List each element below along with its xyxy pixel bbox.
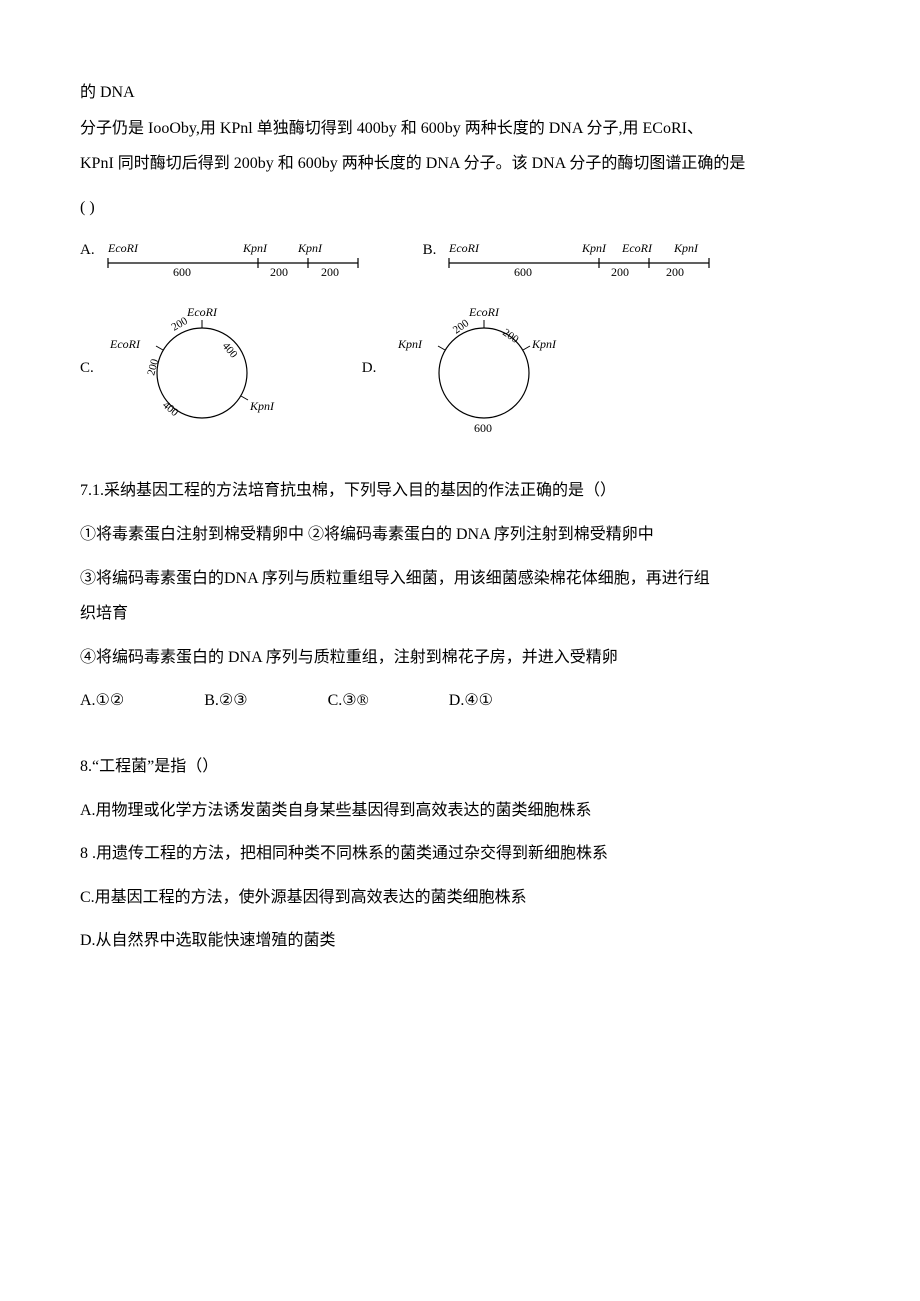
diagram-c-label: C. (80, 356, 94, 380)
diagram-d: D. EcoRI KpnI KpnI 200 200 600 (362, 298, 585, 438)
diagram-row-2: C. EcoRI EcoRI KpnI 200 400 400 200 D. E… (80, 298, 840, 438)
diagram-b: B. EcoRI KpnI EcoRI KpnI 600 200 200 (423, 238, 715, 278)
q7-opt-a: A.①② (80, 688, 124, 714)
diagram-c: C. EcoRI EcoRI KpnI 200 400 400 200 (80, 298, 302, 438)
svg-text:200: 200 (611, 265, 629, 278)
q8-opt-c: C.用基因工程的方法，使外源基因得到高效表达的菌类细胞株系 (80, 885, 840, 911)
svg-text:200: 200 (321, 265, 339, 278)
diagram-d-label: D. (362, 356, 377, 380)
svg-text:EcoRI: EcoRI (109, 337, 141, 351)
svg-text:KpnI: KpnI (581, 241, 607, 255)
diagram-row-1: A. EcoRI KpnI KpnI 600 200 200 B. EcoRI … (80, 238, 840, 278)
svg-text:400: 400 (219, 341, 239, 362)
svg-text:KpnI: KpnI (397, 337, 423, 351)
svg-text:200: 200 (666, 265, 684, 278)
q7-block: 7.1.采纳基因工程的方法培育抗虫棉，下列导入目的基因的作法正确的是（） ①将毒… (80, 478, 840, 714)
q7-opt-c: C.③® (328, 688, 369, 714)
svg-text:KpnI: KpnI (531, 337, 557, 351)
svg-text:EcoRI: EcoRI (621, 241, 653, 255)
diagram-d-svg: EcoRI KpnI KpnI 200 200 600 (384, 298, 584, 438)
q7-opt-d: D.④① (449, 688, 493, 714)
svg-text:200: 200 (270, 265, 288, 278)
intro-line-1: 的 DNA (80, 80, 840, 106)
svg-text:EcoRI: EcoRI (448, 241, 480, 255)
q7-line-3: 织培育 (80, 601, 840, 627)
diagram-b-svg: EcoRI KpnI EcoRI KpnI 600 200 200 (444, 238, 714, 278)
svg-text:KpnI: KpnI (249, 399, 275, 413)
svg-text:600: 600 (514, 265, 532, 278)
q8-opt-d: D.从自然界中选取能快速增殖的菌类 (80, 928, 840, 954)
q7-options: A.①② B.②③ C.③® D.④① (80, 688, 840, 714)
q7-opt-b: B.②③ (204, 688, 247, 714)
q8-block: 8.“工程菌”是指（） A.用物理或化学方法诱发菌类自身某些基因得到高效表达的菌… (80, 754, 840, 954)
svg-text:KpnI: KpnI (297, 241, 323, 255)
svg-text:600: 600 (173, 265, 191, 278)
q7-title: 7.1.采纳基因工程的方法培育抗虫棉，下列导入目的基因的作法正确的是（） (80, 478, 840, 504)
svg-text:EcoRI: EcoRI (468, 305, 500, 319)
q8-title: 8.“工程菌”是指（） (80, 754, 840, 780)
q8-opt-a: A.用物理或化学方法诱发菌类自身某些基因得到高效表达的菌类细胞株系 (80, 798, 840, 824)
intro-line-3: KPnI 同时酶切后得到 200by 和 600by 两种长度的 DNA 分子。… (80, 151, 840, 177)
svg-text:KpnI: KpnI (242, 241, 268, 255)
svg-text:400: 400 (160, 399, 181, 419)
diagram-a-svg: EcoRI KpnI KpnI 600 200 200 (103, 238, 363, 278)
svg-text:EcoRI: EcoRI (107, 241, 139, 255)
diagram-c-svg: EcoRI EcoRI KpnI 200 400 400 200 (102, 298, 302, 438)
diagram-a-label: A. (80, 238, 95, 262)
q7-line-2: ③将编码毒素蛋白的DNA 序列与质粒重组导入细菌，用该细菌感染棉花体细胞，再进行… (80, 566, 840, 592)
svg-text:KpnI: KpnI (673, 241, 699, 255)
intro-line-2: 分子仍是 IooOby,用 KPnl 单独酶切得到 400by 和 600by … (80, 116, 840, 142)
diagram-b-label: B. (423, 238, 437, 262)
diagram-a: A. EcoRI KpnI KpnI 600 200 200 (80, 238, 363, 278)
q8-opt-b: 8 .用遗传工程的方法，把相同种类不同株系的菌类通过杂交得到新细胞株系 (80, 841, 840, 867)
q7-line-4: ④将编码毒素蛋白的 DNA 序列与质粒重组，注射到棉花子房，并进入受精卵 (80, 645, 840, 671)
svg-text:EcoRI: EcoRI (186, 305, 218, 319)
svg-text:200: 200 (451, 317, 472, 337)
svg-text:600: 600 (474, 421, 492, 435)
intro-paren: ( ) (80, 195, 840, 221)
q7-line-1: ①将毒素蛋白注射到棉受精卵中 ②将编码毒素蛋白的 DNA 序列注射到棉受精卵中 (80, 522, 840, 548)
